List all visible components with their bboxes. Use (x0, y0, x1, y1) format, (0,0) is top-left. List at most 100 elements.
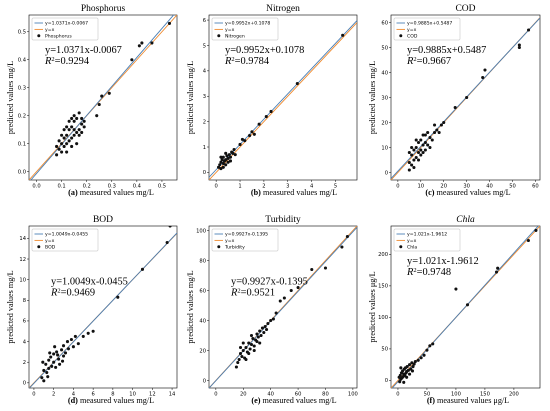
legend-entry: y=0.9952x+0.1078 (225, 21, 270, 27)
data-point (240, 354, 244, 359)
y-tick-label: 0.1 (18, 141, 26, 147)
x-tick-label: 100 (451, 392, 461, 398)
data-point (244, 357, 248, 362)
data-point (411, 365, 415, 369)
data-point (48, 351, 52, 355)
data-point (422, 353, 426, 357)
data-point (47, 366, 51, 370)
data-point (65, 150, 69, 154)
y-tick-label: 2 (203, 119, 206, 125)
data-point (219, 160, 223, 164)
data-point (236, 360, 240, 365)
y-tick-label: 4 (23, 339, 27, 345)
data-point (244, 345, 248, 350)
x-tick-label: 1 (238, 184, 241, 190)
legend-entry: y=1.0371x-0.0067 (45, 21, 88, 27)
data-point (224, 158, 228, 162)
data-point (340, 245, 344, 249)
legend-entry: Phosphorus (45, 33, 72, 39)
legend-entry: y=x (45, 239, 55, 244)
chart-panel-nitrogen: 0 1 2 3 4 50123456y=0.9952x+0.1078y=xNitrogen… (186, 4, 358, 197)
x-tick-label: 30 (463, 184, 470, 190)
y-tick-label: 10 (19, 277, 26, 283)
data-point (61, 344, 66, 348)
data-point (238, 142, 242, 147)
data-point (252, 348, 256, 353)
data-point (100, 94, 104, 98)
x-tick-label: 60 (532, 184, 539, 190)
data-point (224, 163, 228, 167)
data-point (419, 138, 423, 142)
y-tick-label: 12 (19, 257, 26, 263)
data-point (231, 151, 235, 155)
y-tick-label: 50 (381, 45, 388, 51)
data-point (289, 288, 293, 293)
data-point (226, 160, 230, 164)
chart-panel-bod: 0 2 4 6 8 10 12 1402468101214y=1.0049x-0.0455y=… (6, 215, 178, 405)
data-point (234, 365, 238, 369)
data-point (274, 311, 278, 315)
regression-line (209, 20, 357, 178)
r-squared: R2=0.9521 (230, 287, 275, 299)
x-tick-label: 20 (440, 184, 447, 190)
x-axis-label: (e) measured values mg/L (251, 396, 336, 405)
data-point (72, 133, 76, 137)
x-tick-label: 2 (262, 184, 265, 190)
x-axis-label: (b) measured values mg/L (251, 188, 337, 197)
data-point (95, 114, 99, 118)
regression-line (209, 227, 357, 388)
x-tick-label: 0.5 (158, 184, 166, 190)
data-point (216, 165, 221, 169)
x-tick-label: 12 (149, 392, 156, 398)
data-point (407, 150, 411, 155)
data-point (62, 128, 66, 132)
y-axis-label: predicted values mg/L (186, 61, 195, 134)
data-point (219, 155, 223, 159)
data-point (433, 130, 437, 135)
legend-entry: y=x (407, 28, 417, 33)
x-axis-label: (a) measured values mg/L (68, 188, 154, 197)
data-point (295, 81, 299, 86)
y-tick-label: 6 (203, 18, 206, 24)
data-point (60, 359, 65, 363)
legend-entry: y=1.021x-1.9612 (407, 232, 447, 238)
data-point (233, 153, 237, 157)
data-point (50, 364, 54, 368)
y-tick-label: 20 (381, 120, 388, 126)
data-point (60, 348, 64, 352)
data-point (243, 139, 247, 143)
chart-panel-phosphorus: 0.0 0.1 0.2 0.3 0.4 0.5 0.0 0.1 0.2 0.3 0.4 0.5 y=1.… (6, 4, 178, 197)
x-tick-label: 6 (91, 392, 94, 398)
chart-title: Phosphorus (81, 4, 126, 14)
legend-box (31, 228, 99, 252)
y-tick-label: 80 (199, 258, 206, 264)
data-point (224, 151, 228, 155)
y-tick-label: 0.3 (18, 86, 26, 92)
data-point (55, 350, 59, 354)
legend-box (211, 17, 279, 41)
data-point (65, 142, 69, 146)
data-point (249, 333, 254, 338)
data-point (407, 168, 411, 172)
x-tick-label: 40 (486, 184, 493, 190)
data-point (282, 296, 286, 300)
data-point (52, 360, 56, 364)
data-point (410, 163, 414, 167)
data-point (61, 354, 66, 358)
data-point (97, 102, 101, 107)
regression-equation: y=0.9952x+0.1078 (225, 45, 304, 56)
data-point (66, 347, 71, 351)
data-point (398, 380, 402, 384)
regression-equation: y=1.0049x-0.0455 (51, 276, 128, 287)
data-point (414, 145, 418, 150)
data-point (534, 228, 538, 232)
legend-entry: Chla (407, 244, 417, 250)
data-point (42, 379, 46, 383)
data-point (496, 266, 500, 270)
data-point (453, 105, 457, 110)
chart-title: BOD (93, 215, 113, 225)
data-point (45, 370, 49, 375)
data-point (425, 348, 429, 352)
x-tick-label: 0.0 (32, 184, 40, 190)
data-point (62, 136, 66, 140)
